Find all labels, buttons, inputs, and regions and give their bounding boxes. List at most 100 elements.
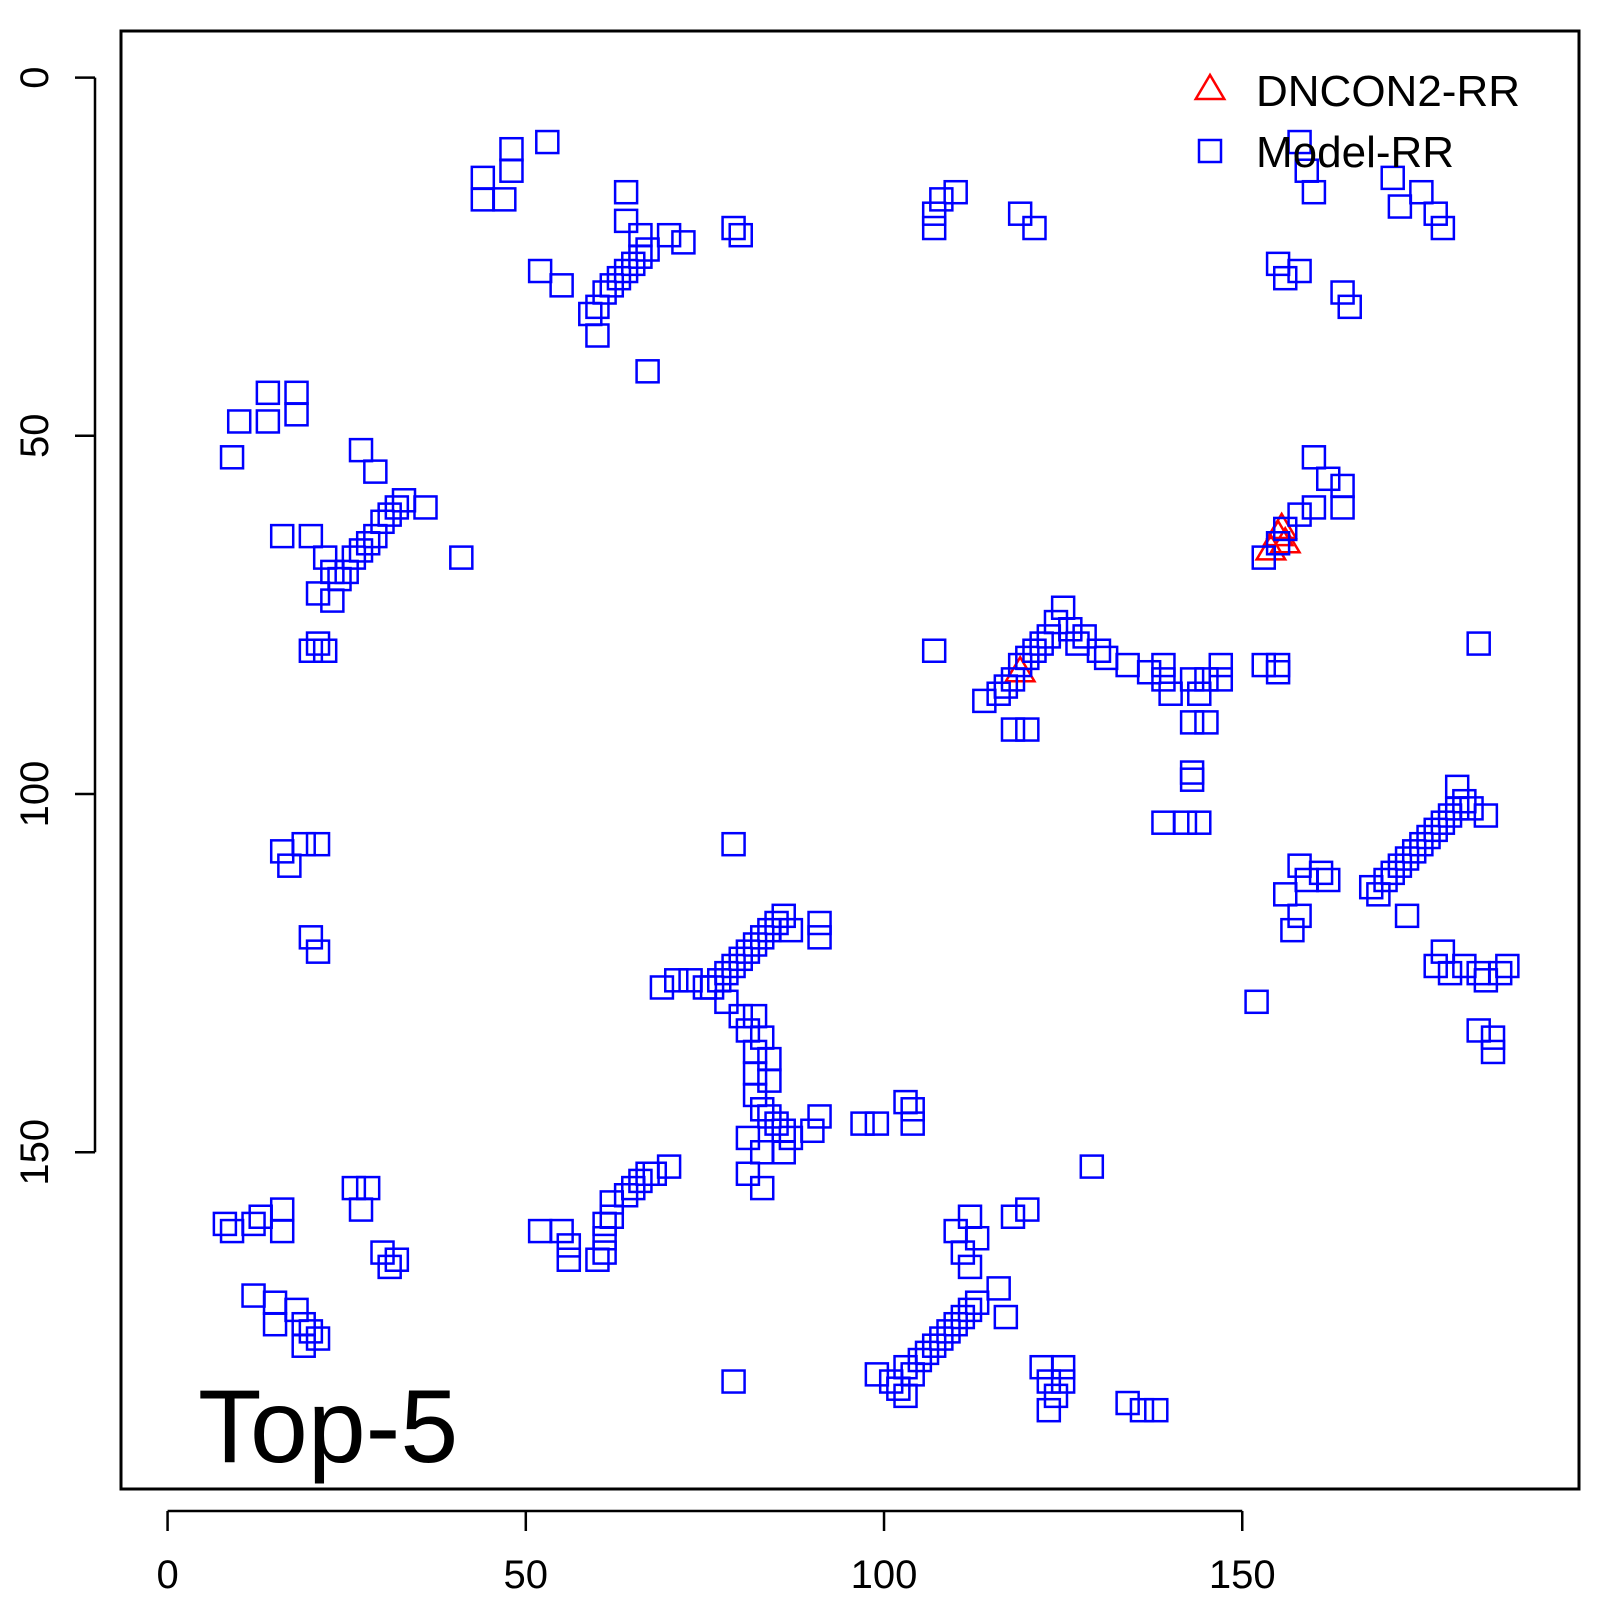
model-rr-point <box>1387 194 1413 219</box>
model-rr-point <box>284 1297 309 1323</box>
model-rr-point <box>549 273 574 298</box>
model-rr-point <box>606 265 632 291</box>
model-rr-point <box>921 638 947 663</box>
model-rr-point <box>341 545 367 570</box>
model-rr-point <box>950 1304 976 1330</box>
x-tick-label: 50 <box>504 1553 549 1597</box>
model-rr-point <box>1287 258 1312 284</box>
model-rr-point <box>1473 968 1499 993</box>
model-rr-point <box>1179 767 1205 792</box>
model-rr-point <box>1194 667 1219 692</box>
model-rr-point <box>305 581 331 606</box>
model-rr-point <box>262 1311 288 1337</box>
model-rr-point <box>635 237 660 262</box>
model-rr-point <box>241 1211 266 1237</box>
model-rr-point <box>1459 796 1484 821</box>
model-rr-point <box>642 1161 668 1187</box>
x-axis: 0 50 100 150 <box>156 1509 1276 1597</box>
model-rr-point <box>535 129 560 155</box>
y-tick-label: 50 <box>13 414 57 459</box>
model-rr-point <box>621 251 646 277</box>
model-rr-point <box>1036 1397 1062 1423</box>
model-rr-point <box>1337 294 1362 320</box>
model-rr-point <box>363 523 388 549</box>
model-rr-point <box>1029 631 1054 656</box>
model-rr-point <box>348 1197 374 1222</box>
model-rr-point <box>1452 953 1477 979</box>
model-rr-point <box>749 925 775 950</box>
model-rr-point <box>413 495 438 520</box>
model-rr-point <box>377 502 402 527</box>
model-rr-point <box>929 187 954 212</box>
model-rr-point <box>900 1097 925 1122</box>
model-rr-point <box>921 201 947 226</box>
model-rr-point <box>1136 659 1162 685</box>
model-rr-point <box>1172 810 1198 835</box>
model-rr-point <box>742 1082 768 1108</box>
model-rr-point <box>778 917 804 943</box>
model-rr-point <box>1416 824 1441 850</box>
model-rr-point <box>1086 638 1112 663</box>
model-rr-point <box>1187 681 1212 706</box>
model-rr-point <box>986 681 1011 706</box>
model-rr-point <box>269 523 295 549</box>
model-rr-point <box>1409 831 1434 857</box>
model-rr-point <box>771 1140 796 1165</box>
model-rr-point <box>1208 652 1234 678</box>
model-rr-point <box>678 968 703 993</box>
model-rr-point <box>1480 1025 1506 1050</box>
model-rr-point <box>291 831 316 857</box>
model-rr-point <box>1144 1397 1169 1423</box>
model-rr-point <box>957 1297 983 1323</box>
model-rr-point <box>1423 201 1448 226</box>
model-rr-point <box>1330 280 1355 305</box>
model-rr-point <box>1158 681 1183 706</box>
model-rr-point <box>348 538 374 563</box>
model-rr-point <box>993 1304 1019 1330</box>
model-rr-point <box>298 523 324 549</box>
model-rr-point <box>1466 631 1491 656</box>
model-rr-point <box>298 638 324 663</box>
model-rr-point <box>1022 215 1047 241</box>
model-rr-point <box>986 1276 1011 1301</box>
model-rr-point <box>1007 652 1033 678</box>
model-rr-point <box>1015 717 1040 742</box>
model-rr-point <box>384 495 410 520</box>
model-rr-point <box>1036 1369 1062 1394</box>
model-rr-point <box>1287 502 1312 527</box>
model-rr-point <box>1423 817 1448 843</box>
model-rr-point <box>527 258 553 284</box>
model-rr-point <box>749 1097 775 1122</box>
model-rr-point <box>972 688 997 714</box>
points-layer <box>212 129 1520 1423</box>
model-rr-point <box>585 323 610 348</box>
model-rr-point <box>613 208 639 234</box>
model-rr-point <box>721 831 746 857</box>
model-rr-point <box>692 975 718 1000</box>
model-rr-point <box>312 545 338 570</box>
model-rr-point <box>1444 774 1470 800</box>
model-rr-point <box>1043 1383 1069 1409</box>
model-rr-point <box>1129 1397 1155 1423</box>
model-rr-point <box>320 588 345 613</box>
model-rr-point <box>1265 531 1291 556</box>
model-rr-point <box>1495 953 1520 979</box>
model-rr-point <box>757 1104 782 1129</box>
model-rr-point <box>1366 882 1391 907</box>
model-rr-point <box>656 1154 682 1179</box>
model-rr-point <box>1151 667 1176 692</box>
model-rr-point <box>721 1369 746 1394</box>
model-rr-point <box>957 1254 983 1280</box>
model-rr-point <box>1466 1018 1491 1043</box>
model-rr-point <box>384 1247 410 1272</box>
panel-label: Top-5 <box>198 1369 458 1485</box>
model-rr-point <box>1115 1390 1140 1416</box>
model-rr-point <box>728 1003 753 1029</box>
model-rr-point <box>499 136 524 162</box>
model-rr-point <box>1273 516 1298 542</box>
model-rr-point <box>1251 545 1277 570</box>
model-rr-point <box>363 459 388 484</box>
model-rr-point <box>599 1190 625 1215</box>
model-rr-point <box>355 531 381 556</box>
model-rr-point <box>993 674 1019 699</box>
